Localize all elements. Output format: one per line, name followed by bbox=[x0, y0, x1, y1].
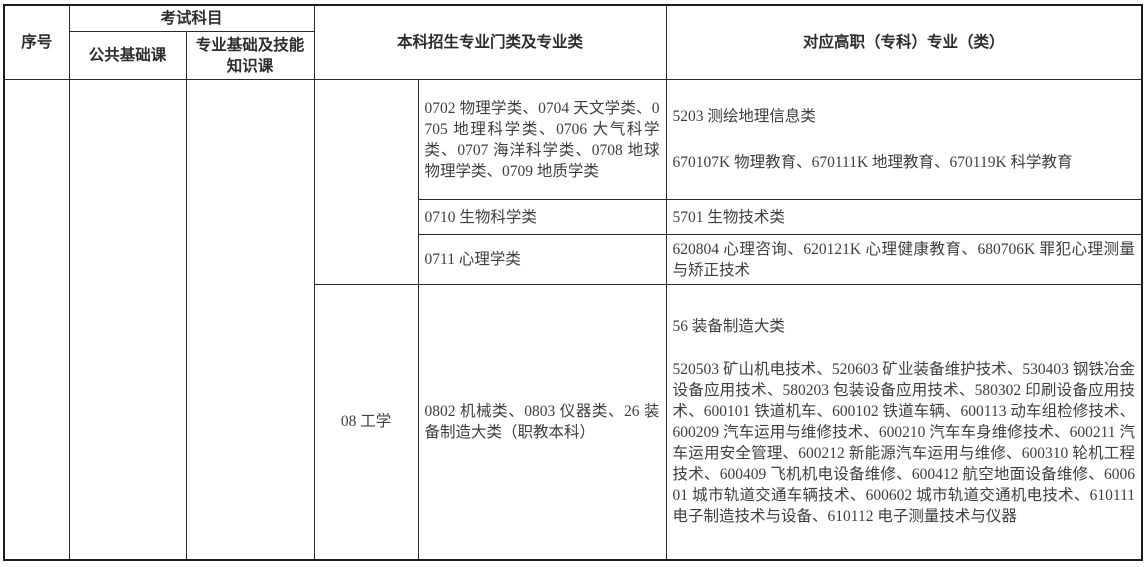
cell-serial-empty bbox=[3, 79, 70, 560]
cell-vocational-psychology: 620804 心理咨询、620121K 心理健康教育、680706K 罪犯心理测… bbox=[665, 234, 1143, 285]
cell-professional-basic-empty bbox=[185, 79, 315, 560]
cell-undergrad-science-majors: 0702 物理学类、0704 天文学类、0705 地理科学类、0706 大气科学… bbox=[417, 79, 667, 200]
vocational-science-paragraph-2: 670107K 物理教育、670111K 地理教育、670119K 科学教育 bbox=[672, 154, 1073, 171]
cell-discipline-empty bbox=[313, 79, 419, 285]
header-public-basic-course: 公共基础课 bbox=[68, 31, 187, 80]
vocational-science-paragraph-1: 5203 测绘地理信息类 bbox=[672, 108, 816, 125]
header-undergrad-major-categories: 本科招生专业门类及专业类 bbox=[313, 4, 667, 80]
admissions-mapping-table: 序号 考试科目 本科招生专业门类及专业类 对应高职（专科）专业（类） 公共基础课… bbox=[3, 4, 1144, 561]
cell-vocational-biology: 5701 生物技术类 bbox=[665, 199, 1143, 235]
cell-undergrad-psychology: 0711 心理学类 bbox=[417, 234, 667, 285]
cell-undergrad-biology: 0710 生物科学类 bbox=[417, 199, 667, 235]
vocational-engineering-paragraph-1: 56 装备制造大类 bbox=[672, 318, 785, 336]
cell-public-basic-empty bbox=[68, 79, 187, 560]
cell-discipline-engineering: 08 工学 bbox=[313, 284, 419, 560]
header-vocational-major-categories: 对应高职（专科）专业（类） bbox=[665, 4, 1143, 80]
vocational-engineering-paragraph-2: 520503 矿山机电技术、520603 矿业装备维护技术、530403 钢铁冶… bbox=[672, 361, 1136, 526]
cell-vocational-science-majors: 5203 测绘地理信息类 670107K 物理教育、670111K 地理教育、6… bbox=[665, 79, 1143, 200]
header-professional-basic-course: 专业基础及技能知识课 bbox=[185, 31, 315, 80]
cell-undergrad-engineering: 0802 机械类、0803 仪器类、26 装备制造大类（职教本科） bbox=[417, 284, 667, 560]
header-exam-subjects: 考试科目 bbox=[68, 4, 315, 32]
header-serial: 序号 bbox=[3, 4, 70, 80]
cell-vocational-engineering: 56 装备制造大类 520503 矿山机电技术、520603 矿业装备维护技术、… bbox=[665, 284, 1143, 560]
